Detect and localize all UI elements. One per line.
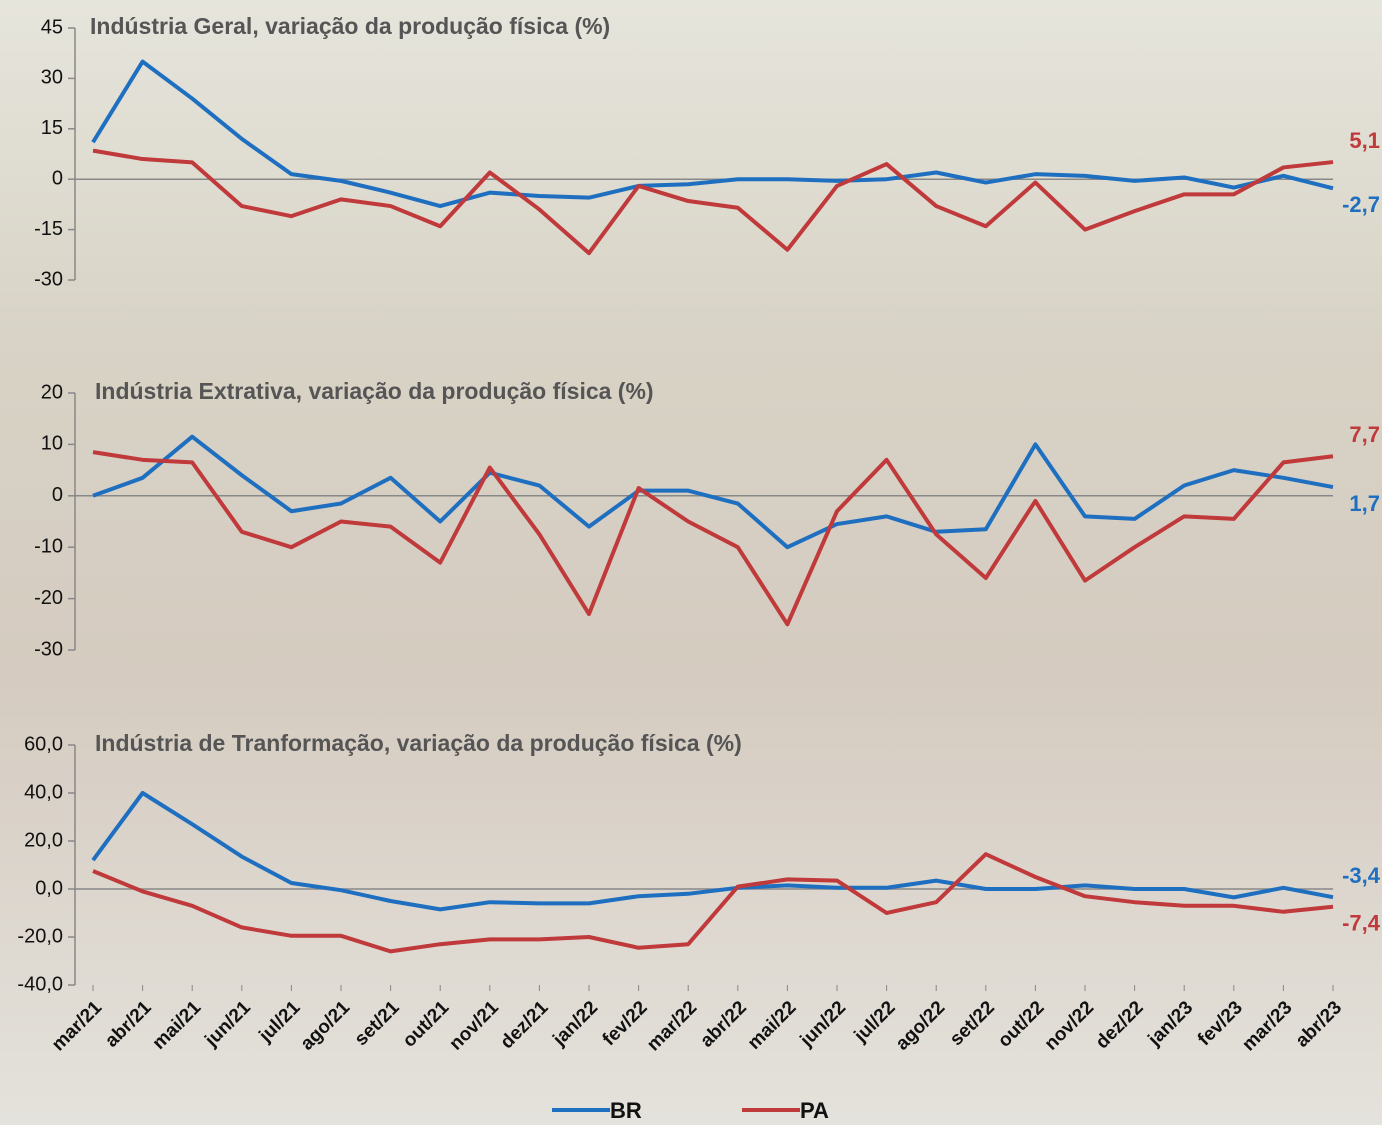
y-tick-label: 0: [52, 167, 63, 189]
chart-title: Indústria Extrativa, variação da produçã…: [95, 378, 654, 404]
line-series: [92, 852, 1334, 954]
legend-label: PA: [800, 1098, 829, 1123]
y-tick-label: -30: [34, 268, 63, 290]
line-series: [91, 791, 1334, 912]
data-label: -3,4: [1342, 863, 1381, 888]
legend-label: BR: [610, 1098, 642, 1123]
line-series: [92, 434, 1334, 550]
chart-title: Indústria Geral, variação da produção fí…: [90, 13, 610, 39]
y-tick-label: 15: [41, 117, 63, 139]
y-tick-label: 60,0: [24, 733, 63, 755]
y-tick-label: 45: [41, 16, 63, 38]
y-tick-label: 20: [41, 381, 63, 403]
chart-title: Indústria de Tranformação, variação da p…: [95, 730, 742, 756]
y-tick-label: 30: [41, 67, 63, 89]
y-tick-label: 20,0: [24, 829, 63, 851]
data-label: 1,7: [1349, 491, 1380, 516]
y-tick-label: -30: [34, 638, 63, 660]
y-tick-label: -20,0: [17, 925, 63, 947]
y-tick-label: 10: [41, 433, 63, 455]
line-series: [92, 450, 1334, 627]
y-tick-label: -40,0: [17, 973, 63, 995]
data-label: 5,1: [1349, 128, 1380, 153]
line-series: [91, 59, 1334, 209]
y-tick-label: 0,0: [35, 877, 63, 899]
y-tick-label: 0: [52, 484, 63, 506]
data-label: -7,4: [1342, 911, 1381, 936]
y-tick-label: -20: [34, 587, 63, 609]
line-series: [92, 148, 1334, 256]
data-label: -2,7: [1342, 192, 1380, 217]
y-tick-label: 40,0: [24, 781, 63, 803]
y-tick-label: -15: [34, 218, 63, 240]
y-tick-label: -10: [34, 535, 63, 557]
data-label: 7,7: [1349, 422, 1380, 447]
